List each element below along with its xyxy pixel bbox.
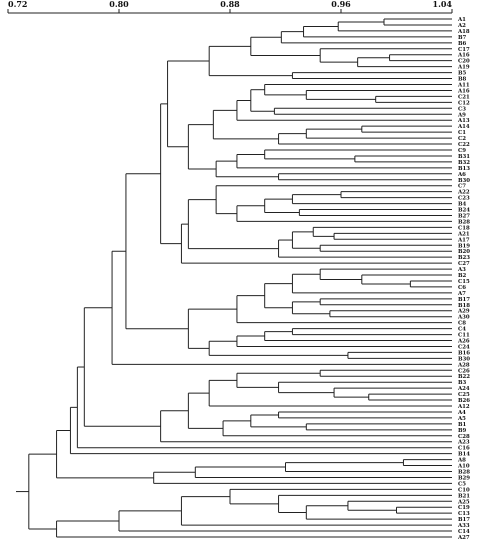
- leaf-label: A33: [457, 523, 470, 529]
- leaf-label: B19: [458, 243, 470, 249]
- leaf-label: B7: [458, 35, 467, 41]
- dendrogram-tree: [16, 18, 452, 538]
- leaf-label: A1: [457, 17, 466, 23]
- leaf-label: C16: [458, 446, 470, 452]
- leaf-label: A23: [457, 440, 470, 446]
- leaf-label: C12: [458, 100, 470, 106]
- leaf-label: A10: [457, 464, 470, 470]
- leaf-label: B31: [458, 154, 470, 160]
- axis-tick-label: 0.72: [8, 0, 27, 9]
- leaf-label: B2: [458, 273, 467, 279]
- leaf-label: C27: [458, 261, 470, 267]
- leaf-label: B20: [458, 249, 470, 255]
- leaf-label: A27: [457, 535, 470, 541]
- leaf-label: B21: [458, 493, 470, 499]
- leaf-label: B17: [458, 297, 470, 303]
- leaf-label: B9: [458, 428, 467, 434]
- leaf-label: A3: [457, 267, 466, 273]
- leaf-label: A30: [457, 315, 470, 321]
- leaf-label: B27: [458, 213, 470, 219]
- leaf-label: B32: [458, 160, 470, 166]
- leaf-label: C7: [458, 184, 466, 190]
- leaf-label: C9: [458, 148, 466, 154]
- leaf-label: A2: [457, 23, 466, 29]
- leaf-label: A25: [457, 499, 470, 505]
- leaf-label: C26: [458, 368, 470, 374]
- leaf-label: A16: [457, 53, 470, 59]
- leaf-label: A4: [457, 410, 466, 416]
- similarity-axis: 0.72 0.80 0.88 0.96 1.04: [7, 0, 453, 14]
- leaf-label: C4: [458, 327, 466, 333]
- leaf-label: A13: [457, 118, 470, 124]
- leaf-label: B1: [458, 422, 467, 428]
- leaf-label: B28: [458, 219, 470, 225]
- leaf-label: B8: [458, 77, 467, 83]
- leaf-label: C18: [458, 225, 470, 231]
- leaf-label: A17: [457, 237, 470, 243]
- leaf-label: A6: [457, 172, 466, 178]
- leaf-label: A28: [457, 362, 470, 368]
- leaf-label: C21: [458, 94, 470, 100]
- leaf-label: A5: [457, 416, 466, 422]
- leaf-label: B13: [458, 166, 470, 172]
- leaf-label: A14: [457, 124, 470, 130]
- axis-tick-label: 0.80: [109, 0, 129, 9]
- leaf-label: C11: [458, 333, 470, 339]
- leaf-label: A16: [457, 88, 470, 94]
- leaf-label: C10: [458, 487, 470, 493]
- leaf-label: C28: [458, 434, 470, 440]
- leaf-label: B5: [458, 71, 467, 77]
- leaf-label: B17: [458, 517, 470, 523]
- leaf-label: B4: [458, 202, 467, 208]
- leaf-label: C17: [458, 47, 470, 53]
- leaf-label: A19: [457, 65, 470, 71]
- leaf-label: B24: [458, 208, 470, 214]
- axis-tick-label: 0.88: [220, 0, 240, 9]
- leaf-label: A29: [457, 309, 470, 315]
- leaf-label: C22: [458, 142, 470, 148]
- leaf-label: B14: [458, 452, 470, 458]
- leaf-label: A9: [457, 112, 466, 118]
- leaf-labels: A1A2A18B7B6C17A16C20A19B5B8A11A16C21C12C…: [457, 17, 470, 541]
- leaf-label: B18: [458, 303, 470, 309]
- leaf-label: C13: [458, 511, 470, 517]
- leaf-label: B30: [458, 356, 470, 362]
- axis-tick-label: 0.96: [331, 0, 351, 9]
- leaf-label: A24: [457, 386, 470, 392]
- leaf-label: A12: [457, 404, 470, 410]
- leaf-label: A26: [457, 339, 470, 345]
- leaf-label: C6: [458, 285, 466, 291]
- leaf-label: A18: [457, 29, 470, 35]
- leaf-label: C24: [458, 344, 470, 350]
- leaf-label: B6: [458, 41, 467, 47]
- leaf-label: B26: [458, 398, 470, 404]
- leaf-label: A7: [457, 291, 466, 297]
- leaf-label: C3: [458, 106, 466, 112]
- leaf-label: C23: [458, 196, 470, 202]
- leaf-label: A22: [457, 190, 470, 196]
- leaf-label: B23: [458, 255, 470, 261]
- leaf-label: B30: [458, 178, 470, 184]
- leaf-label: A21: [457, 231, 470, 237]
- leaf-label: C8: [458, 321, 466, 327]
- leaf-label: B16: [458, 350, 470, 356]
- leaf-label: C14: [458, 529, 470, 535]
- leaf-label: B22: [458, 374, 470, 380]
- leaf-label: C25: [458, 392, 470, 398]
- leaf-label: B3: [458, 380, 467, 386]
- leaf-label: B29: [458, 475, 470, 481]
- leaf-label: C20: [458, 59, 470, 65]
- leaf-label: B28: [458, 470, 470, 476]
- leaf-label: C1: [458, 130, 466, 136]
- axis-tick-label: 1.04: [433, 0, 453, 9]
- leaf-label: C19: [458, 505, 470, 511]
- leaf-label: C2: [458, 136, 466, 142]
- leaf-label: A11: [457, 82, 470, 88]
- leaf-label: C15: [458, 279, 470, 285]
- leaf-label: A8: [457, 458, 466, 464]
- leaf-label: C5: [458, 481, 466, 487]
